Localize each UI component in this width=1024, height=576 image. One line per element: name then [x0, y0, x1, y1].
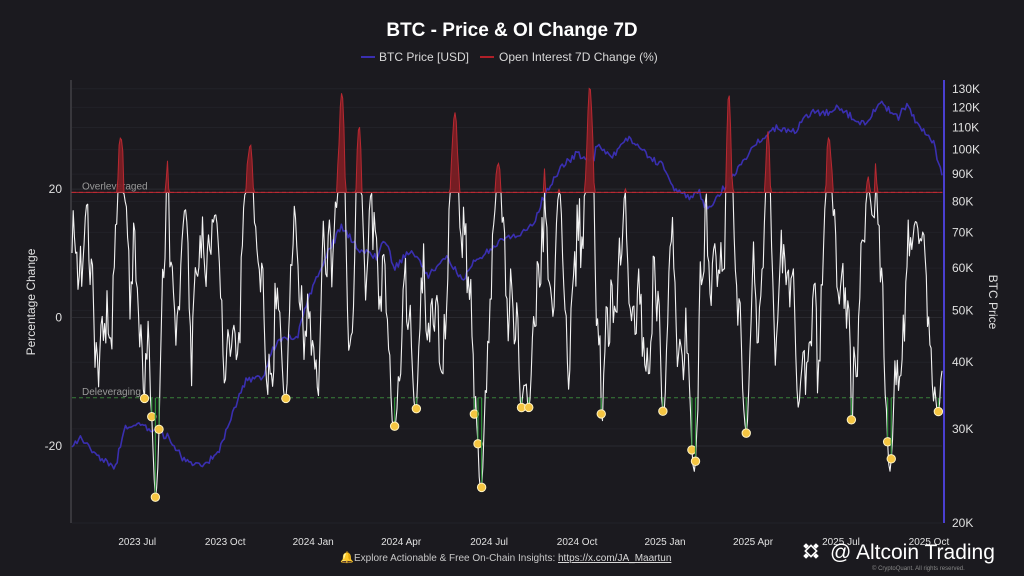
- threshold-label-overleveraged: Overleveraged: [82, 181, 148, 192]
- chart-title: BTC - Price & OI Change 7D: [386, 20, 637, 41]
- footer-note-text: Explore Actionable & Free On-Chain Insig…: [354, 553, 558, 564]
- oi-layer: [71, 87, 943, 498]
- deleveraging-marker: [147, 411, 157, 422]
- right-tick-label: 100K: [952, 143, 980, 157]
- right-axis-title: BTC Price: [986, 275, 1000, 330]
- legend-label-price[interactable]: BTC Price [USD]: [379, 50, 469, 64]
- right-tick-label: 70K: [952, 225, 973, 239]
- deleveraging-marker: [846, 415, 857, 425]
- threshold-label-deleveraging: Deleveraging: [82, 387, 141, 398]
- footer: 🔔 Explore Actionable & Free On-Chain Ins…: [340, 551, 671, 564]
- deleveraging-marker: [886, 454, 896, 464]
- right-tick-label: 60K: [952, 261, 973, 275]
- copyright-watermark: © CryptoQuant. All rights reserved.: [872, 565, 965, 572]
- right-tick-label: 120K: [952, 100, 980, 114]
- oi-overleveraged-fill: [71, 87, 943, 193]
- price-layer: [71, 100, 943, 470]
- deleveraging-marker: [476, 482, 487, 493]
- deleveraging-marker: [933, 406, 944, 417]
- left-tick-label: -20: [45, 439, 63, 453]
- deleveraging-marker: [154, 424, 164, 434]
- right-tick-label: 130K: [952, 82, 980, 96]
- deleveraging-marker: [150, 492, 161, 502]
- x-tick-label: 2023 Oct: [205, 537, 246, 548]
- right-tick-label: 30K: [952, 422, 973, 436]
- right-axis-ticks: 130K 120K 110K 100K 90K 80K 70K 60K 50K 40K 30K 20K: [952, 82, 980, 530]
- x-tick-label: 2024 Apr: [381, 537, 422, 548]
- left-axis-title: Percentage Change: [24, 248, 38, 355]
- x-tick-label: 2025 Jan: [644, 537, 685, 548]
- footer-note: Explore Actionable & Free On-Chain Insig…: [354, 553, 671, 564]
- deleveraging-marker: [524, 402, 534, 413]
- right-tick-label: 110K: [952, 121, 979, 135]
- x-tick-label: 2023 Jul: [118, 537, 156, 548]
- legend: BTC Price [USD] Open Interest 7D Change …: [361, 50, 658, 64]
- right-tick-label: 90K: [952, 167, 973, 181]
- deleveraging-marker: [469, 409, 480, 419]
- footer-link[interactable]: https://x.com/JA_Maartun: [558, 553, 671, 564]
- deleveraging-marker: [411, 403, 422, 414]
- right-tick-label: 40K: [952, 355, 973, 369]
- x-tick-label: 2024 Jul: [470, 537, 508, 548]
- deleveraging-marker: [882, 437, 893, 447]
- deleveraging-markers: [139, 393, 944, 502]
- x-tick-label: 2024 Jan: [293, 537, 334, 548]
- deleveraging-marker: [281, 393, 291, 404]
- x-tick-label: 2025 Apr: [733, 537, 774, 548]
- deleveraging-marker: [596, 409, 606, 419]
- deleveraging-marker: [473, 439, 483, 449]
- right-tick-label: 50K: [952, 303, 973, 317]
- deleveraging-marker: [389, 421, 400, 431]
- bell-icon: 🔔: [340, 551, 354, 564]
- right-tick-label: 80K: [952, 194, 973, 208]
- x-tick-label: 2024 Oct: [557, 537, 598, 548]
- x-axis-ticks: 2023 Jul 2023 Oct 2024 Jan 2024 Apr 2024 Jul…: [118, 537, 949, 548]
- deleveraging-marker: [687, 445, 697, 455]
- oi-change-line: [71, 191, 943, 498]
- x-tick-label: 2025 Jul: [822, 537, 860, 548]
- left-axis-ticks: 20 0 -20: [45, 182, 63, 453]
- right-tick-label: 20K: [952, 516, 973, 530]
- legend-label-oi[interactable]: Open Interest 7D Change (%): [499, 50, 658, 64]
- deleveraging-marker: [139, 393, 150, 404]
- brand-name: @ Altcoin Trading: [830, 541, 995, 564]
- btc-price-line: [71, 100, 943, 470]
- deleveraging-marker: [741, 428, 751, 438]
- x-tick-label: 2025 Oct: [909, 537, 950, 548]
- deleveraging-marker: [690, 456, 701, 466]
- deleveraging-marker: [658, 406, 668, 416]
- left-tick-label: 0: [55, 311, 62, 325]
- left-tick-label: 20: [49, 182, 63, 196]
